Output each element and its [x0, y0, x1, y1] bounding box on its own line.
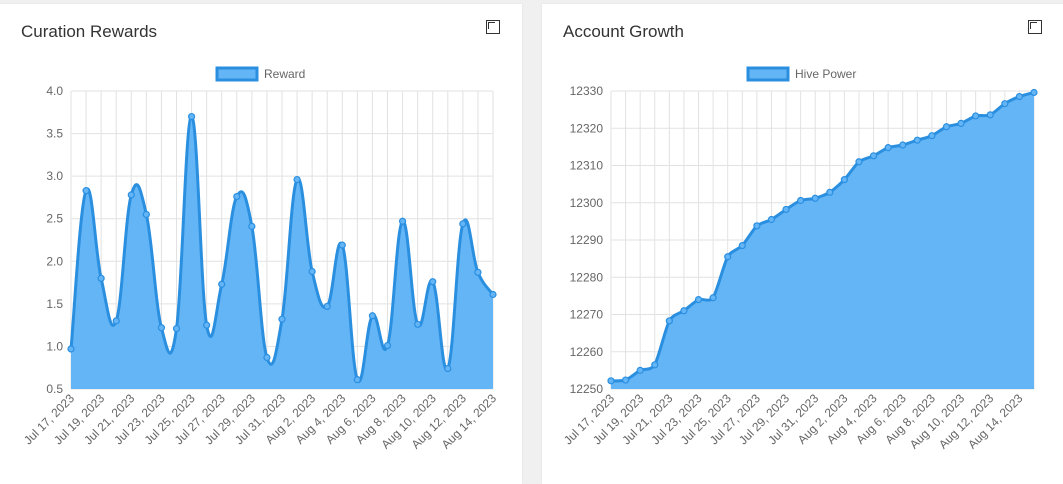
y-tick-label: 12310	[570, 159, 604, 173]
y-tick-label: 12290	[570, 233, 604, 247]
y-tick-label: 12250	[570, 382, 604, 396]
data-point[interactable]	[724, 253, 732, 261]
data-point[interactable]	[1030, 88, 1038, 97]
y-tick-label: 12270	[570, 308, 604, 322]
data-point[interactable]	[899, 141, 907, 149]
expand-icon[interactable]	[1028, 20, 1042, 34]
y-tick-label: 3.5	[46, 127, 63, 141]
expand-icon[interactable]	[486, 20, 500, 34]
data-point[interactable]	[928, 132, 936, 140]
data-point[interactable]	[383, 341, 392, 350]
data-point[interactable]	[840, 176, 848, 184]
data-point[interactable]	[753, 222, 761, 230]
y-tick-label: 1.0	[46, 339, 63, 353]
data-point[interactable]	[651, 361, 659, 369]
data-point[interactable]	[368, 312, 377, 320]
data-point[interactable]	[607, 377, 615, 385]
data-point[interactable]	[444, 364, 452, 373]
data-point[interactable]	[233, 192, 241, 201]
data-point[interactable]	[398, 217, 407, 225]
data-point[interactable]	[157, 324, 166, 332]
data-point[interactable]	[782, 205, 790, 214]
legend-label: Reward	[264, 67, 305, 81]
y-tick-label: 12330	[570, 84, 604, 98]
y-tick-label: 1.5	[46, 297, 63, 311]
y-tick-label: 12320	[570, 121, 604, 135]
card-title: Account Growth	[563, 22, 684, 41]
data-point[interactable]	[636, 366, 644, 374]
data-point[interactable]	[855, 158, 863, 166]
data-point[interactable]	[67, 345, 75, 353]
y-tick-label: 2.0	[46, 254, 63, 268]
y-tick-label: 2.5	[46, 212, 63, 226]
data-point[interactable]	[767, 215, 776, 224]
data-point[interactable]	[957, 119, 965, 128]
y-tick-label: 4.0	[46, 84, 63, 98]
legend[interactable]: Hive Power	[746, 66, 856, 82]
legend[interactable]: Reward	[215, 66, 305, 82]
data-point[interactable]	[811, 194, 819, 202]
data-point[interactable]	[248, 222, 256, 230]
data-point[interactable]	[474, 268, 482, 276]
y-tick-label: 12280	[570, 270, 604, 284]
data-point[interactable]	[884, 144, 892, 152]
data-point[interactable]	[187, 112, 196, 121]
data-point[interactable]	[308, 267, 316, 276]
area-fill	[611, 92, 1034, 390]
data-point[interactable]	[738, 241, 746, 250]
data-point[interactable]	[112, 317, 120, 325]
data-point[interactable]	[621, 376, 630, 384]
data-point[interactable]	[709, 294, 717, 302]
data-point[interactable]	[665, 317, 673, 325]
data-point[interactable]	[323, 302, 331, 311]
data-point[interactable]	[218, 280, 226, 288]
data-point[interactable]	[489, 290, 497, 299]
curation-rewards-card: Curation Rewards 0.5 1.0 1.5 2.0 2.5 3.0 3.5 4.…	[0, 4, 522, 484]
data-point[interactable]	[1015, 92, 1024, 101]
data-point[interactable]	[986, 111, 994, 119]
data-point[interactable]	[913, 136, 921, 144]
y-tick-label: 12260	[570, 345, 604, 359]
data-point[interactable]	[142, 210, 150, 219]
data-point[interactable]	[680, 307, 688, 315]
data-point[interactable]	[293, 175, 301, 184]
data-point[interactable]	[203, 321, 211, 329]
data-point[interactable]	[826, 188, 834, 196]
data-point[interactable]	[1001, 100, 1009, 108]
data-point[interactable]	[869, 152, 878, 160]
data-point[interactable]	[82, 187, 90, 195]
data-point[interactable]	[263, 353, 271, 362]
y-tick-label: 12300	[570, 196, 604, 210]
data-point[interactable]	[459, 220, 467, 228]
data-point[interactable]	[353, 376, 361, 384]
data-point[interactable]	[797, 196, 805, 205]
data-point[interactable]	[942, 123, 951, 131]
legend-label: Hive Power	[795, 67, 856, 81]
data-point[interactable]	[172, 324, 181, 333]
account-growth-chart: 12250 12260 12270 12280 12290 12300 12310 12320…	[561, 66, 1038, 452]
data-point[interactable]	[972, 112, 980, 120]
data-point[interactable]	[414, 320, 422, 328]
data-point[interactable]	[429, 278, 437, 286]
y-tick-label: 3.0	[46, 169, 63, 183]
card-title: Curation Rewards	[21, 22, 158, 41]
data-point[interactable]	[127, 191, 135, 199]
y-tick-label: 0.5	[46, 382, 63, 396]
account-growth-card: Account Growth 12250 12260 12270 12280 12290…	[542, 4, 1063, 484]
data-point[interactable]	[694, 296, 703, 304]
data-point[interactable]	[338, 241, 346, 249]
legend-swatch	[215, 66, 259, 82]
data-point[interactable]	[97, 274, 105, 282]
legend-swatch	[746, 66, 790, 82]
grid	[70, 90, 494, 390]
data-point[interactable]	[278, 315, 286, 323]
